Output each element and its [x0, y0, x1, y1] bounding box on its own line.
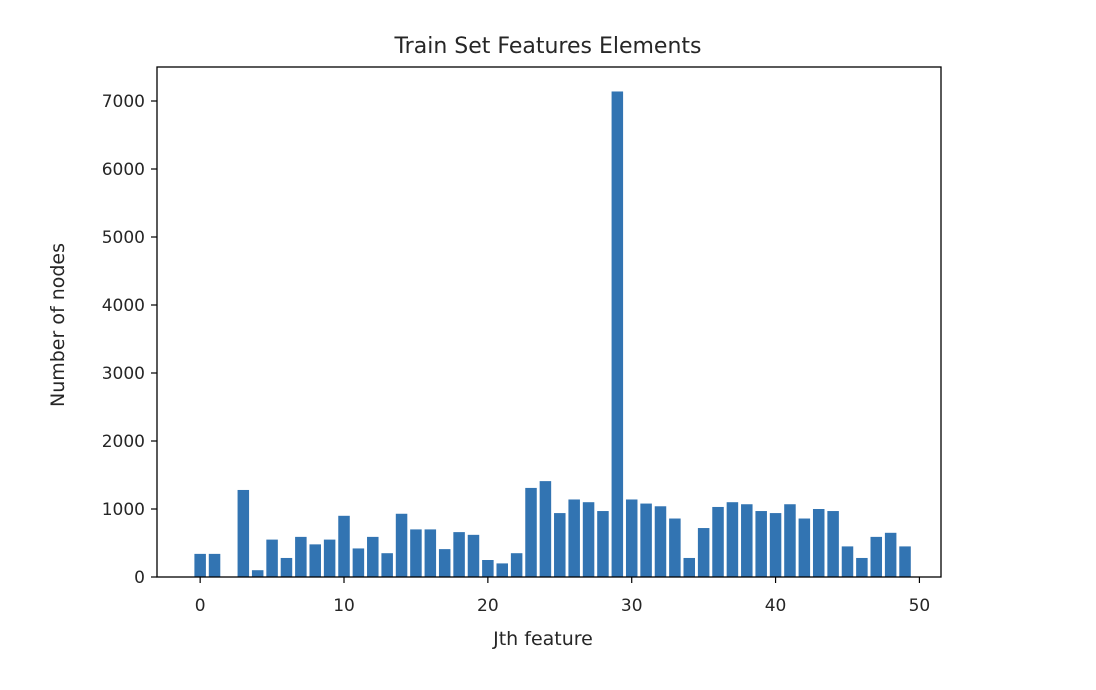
bar-20	[482, 560, 494, 577]
bar-13	[381, 553, 393, 577]
bar-32	[654, 506, 667, 577]
bar-10	[338, 515, 350, 577]
bar-5	[266, 539, 278, 577]
y-tick-label: 6000	[102, 160, 145, 180]
y-tick-label: 4000	[102, 296, 145, 316]
y-tick-label: 7000	[102, 92, 145, 112]
bar-36	[712, 506, 724, 577]
bar-1	[208, 553, 221, 577]
bar-6	[280, 557, 293, 577]
bar-24	[539, 481, 552, 577]
x-tick-label: 0	[195, 596, 206, 616]
bar-16	[424, 529, 437, 577]
x-axis-ticks: 0 10 20 30 40 50	[195, 577, 931, 616]
y-tick-label: 1000	[102, 500, 145, 520]
bar-37	[726, 502, 739, 577]
x-tick-label: 10	[333, 596, 355, 616]
bar-48	[884, 532, 897, 577]
bar-3	[237, 489, 250, 577]
bar-30	[625, 499, 638, 577]
x-tick-label: 30	[621, 596, 643, 616]
bar-26	[568, 499, 580, 577]
x-tick-label: 50	[909, 596, 931, 616]
bar-4	[251, 570, 264, 577]
bar-33	[669, 518, 681, 577]
bar-11	[352, 548, 365, 577]
bar-17	[438, 549, 451, 577]
bar-0	[194, 553, 206, 577]
plot-frame	[156, 66, 942, 578]
bar-34	[683, 557, 696, 577]
bar-35	[697, 528, 710, 577]
y-tick-label: 2000	[102, 432, 145, 452]
bar-49	[899, 546, 911, 577]
x-axis-label: Jth feature	[492, 628, 593, 650]
y-tick-label: 0	[134, 568, 145, 588]
y-tick-label: 3000	[102, 364, 145, 384]
bars-group	[194, 91, 911, 577]
bar-47	[870, 536, 883, 577]
bar-31	[640, 503, 652, 577]
bar-21	[496, 563, 508, 577]
bar-43	[812, 509, 825, 577]
bar-41	[784, 504, 796, 577]
bar-18	[453, 532, 465, 577]
bar-14	[395, 513, 408, 577]
bar-23	[525, 487, 537, 577]
bar-27	[582, 502, 595, 577]
bar-40	[769, 513, 782, 577]
bar-12	[367, 536, 379, 577]
bar-7	[295, 536, 307, 577]
y-tick-label: 5000	[102, 228, 145, 248]
bar-45	[841, 546, 854, 577]
bar-39	[755, 511, 767, 577]
y-axis-label: Number of nodes	[47, 243, 69, 407]
bar-22	[510, 553, 523, 577]
x-tick-label: 40	[765, 596, 787, 616]
chart-title: Train Set Features Elements	[393, 34, 701, 59]
bar-38	[741, 504, 753, 577]
bar-42	[798, 518, 811, 577]
y-axis-ticks: 0 1000 2000 3000 4000 5000 6000 7000	[102, 92, 157, 588]
bar-28	[597, 511, 609, 577]
x-tick-label: 20	[477, 596, 499, 616]
bar-44	[827, 511, 839, 577]
bar-19	[467, 534, 480, 577]
bar-9	[323, 539, 336, 577]
bar-29	[611, 91, 624, 577]
bar-25	[554, 513, 566, 577]
bar-46	[856, 557, 868, 577]
bar-8	[309, 544, 321, 577]
bar-15	[410, 529, 422, 577]
